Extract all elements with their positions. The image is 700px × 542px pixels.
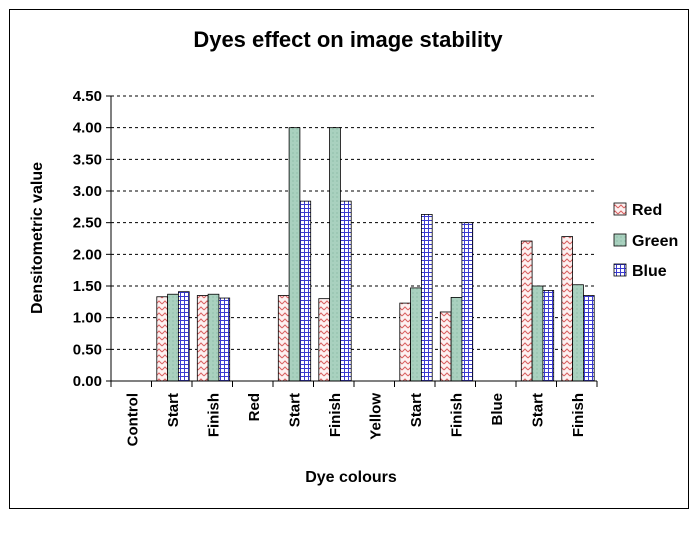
legend-swatch-green [613,233,627,247]
bar-blue [299,200,312,382]
legend-swatch-red [613,202,627,216]
category-label: Start [286,393,303,427]
bar-blue [218,297,231,382]
y-tick-label: 4.00 [73,120,102,137]
legend-label-red: Red [632,202,662,219]
axes [110,96,598,387]
bar-red [196,295,209,382]
legend-label-green: Green [632,233,678,250]
category-label: Control [124,393,141,446]
bar-green [167,293,179,382]
category-label: Start [408,393,425,427]
bar-red [156,296,169,382]
bar-blue [583,295,595,382]
legend-label-blue: Blue [632,263,667,280]
bar-blue [177,291,190,382]
legend-swatch-blue [613,263,627,277]
bar-red [318,298,330,382]
category-label: Blue [489,393,506,426]
bars [156,127,595,382]
bar-green [207,293,220,382]
bar-blue [461,222,474,382]
y-tick-label: 2.50 [73,215,102,232]
category-label: Finish [448,393,465,437]
bar-red [399,302,411,382]
bar-green [531,285,544,382]
category-labels: Control Start Finish Red Start Finish Yellow St… [124,393,587,447]
category-label: Red [246,393,263,421]
chart-title: Dyes effect on image stability [193,27,503,52]
category-label: Start [529,393,546,427]
y-tick-label: 2.00 [73,246,102,263]
y-tick-label: 0.00 [73,373,102,390]
category-label: Start [165,393,182,427]
bar-green [329,127,341,382]
bar-blue [339,200,352,382]
category-label: Finish [205,393,222,437]
bar-green [288,127,301,382]
category-label: Yellow [367,393,384,440]
legend: Red Green Blue [613,202,678,280]
gridlines [106,95,597,382]
y-tick-label: 4.50 [73,88,102,105]
bar-red [277,295,290,382]
bar-blue [420,214,433,382]
y-tick-label: 3.50 [73,151,102,168]
y-tick-label: 3.00 [73,183,102,200]
bar-red [520,240,533,382]
x-axis-title: Dye colours [305,469,397,486]
y-tick-label: 1.00 [73,310,102,327]
y-axis-title: Densitometric value [29,162,46,314]
category-label: Finish [570,393,587,437]
bar-red [439,311,452,382]
y-tick-label: 1.50 [73,278,102,295]
bar-green [410,287,422,382]
bar-green [450,296,463,382]
bar-green [572,284,584,382]
category-label: Finish [327,393,344,437]
y-tick-labels: 0.00 0.50 1.00 1.50 2.00 2.50 3.00 3.50 4.00 4.50 [73,88,102,390]
bar-blue [542,290,555,382]
y-tick-label: 0.50 [73,341,102,358]
bar-red [561,236,573,382]
